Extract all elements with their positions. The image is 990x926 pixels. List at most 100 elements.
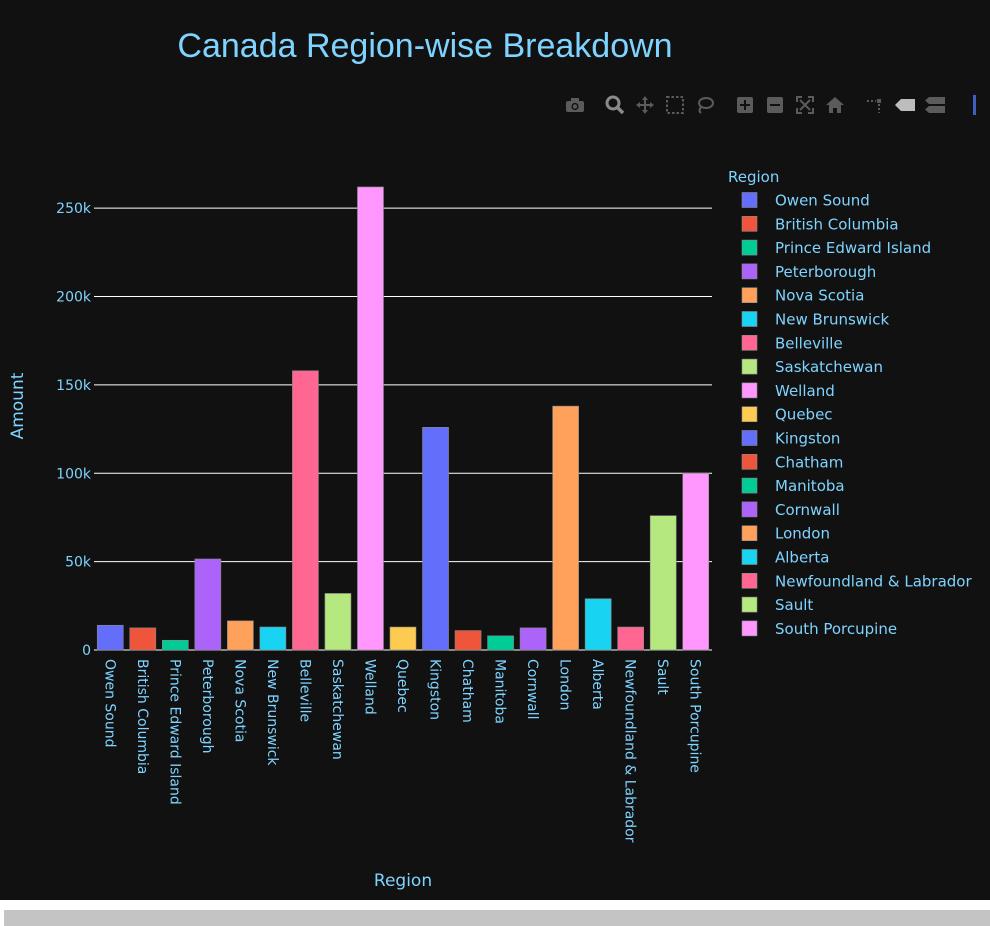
bar[interactable] [227,620,254,651]
legend-item[interactable]: New Brunswick [741,311,889,329]
box-select-icon[interactable] [660,92,690,118]
y-tick-label: 200k [56,290,92,306]
legend-item[interactable]: Cornwall [741,501,840,519]
x-tick-label: London [557,659,573,710]
spike-lines-icon[interactable] [860,92,890,118]
x-tick-label: Sault [654,659,670,695]
x-tick-label: Nova Scotia [231,659,247,742]
legend-item[interactable]: Belleville [741,334,843,352]
plotly-logo-icon[interactable] [960,92,990,118]
y-tick-label: 250k [56,201,92,217]
legend-item[interactable]: South Porcupine [741,620,897,638]
legend-item[interactable]: London [741,525,830,543]
legend-item[interactable]: Saskatchewan [741,358,883,376]
legend-swatch [741,311,758,327]
legend-item[interactable]: Manitoba [741,477,845,495]
x-tick-label: Welland [361,659,377,715]
bar[interactable] [454,630,482,651]
pan-icon[interactable] [630,92,660,118]
legend-item[interactable]: Alberta [741,549,829,567]
x-tick-label: Kingston [427,659,443,720]
autoscale-icon[interactable] [790,92,820,118]
legend-label: New Brunswick [775,311,889,329]
legend-label: Sault [775,596,813,614]
legend-item[interactable]: Newfoundland & Labrador [741,572,972,590]
bar[interactable] [96,624,124,651]
legend-label: Manitoba [775,477,845,495]
bar[interactable] [682,472,710,651]
zoom-out-icon[interactable] [760,92,790,118]
legend-swatch [741,596,758,613]
bar[interactable] [162,639,189,651]
bar[interactable] [194,558,222,651]
bar[interactable] [649,515,677,651]
x-tick-label: Saskatchewan [329,659,345,760]
zoom-icon[interactable] [600,92,630,118]
x-tick-label: Cornwall [524,659,540,720]
bar[interactable] [389,626,417,651]
legend-swatch [741,549,758,565]
legend-label: London [775,525,830,543]
legend-item[interactable]: Chatham [741,453,843,471]
bar[interactable] [552,405,579,651]
bar[interactable] [357,186,384,651]
legend-label: Newfoundland & Labrador [775,572,972,590]
x-tick-label: Owen Sound [101,659,117,748]
x-axis-title: Region [374,871,432,891]
legend-label: South Porcupine [775,620,897,638]
y-tick-label: 100k [56,466,92,482]
legend-item[interactable]: Kingston [741,430,840,448]
x-tick-label: Chatham [459,659,475,723]
legend-item[interactable]: British Columbia [741,215,899,233]
bar[interactable] [584,598,612,651]
legend-label: Owen Sound [775,192,870,210]
legend-swatch [741,572,758,589]
y-tick-label: 150k [56,378,92,394]
legend-item[interactable]: Welland [741,382,835,400]
x-tick-label: Manitoba [492,659,508,724]
bar[interactable] [129,627,157,651]
legend-item[interactable]: Sault [741,596,813,614]
bar[interactable] [259,626,287,651]
legend-item[interactable]: Quebec [741,406,833,424]
legend-label: Prince Edward Island [775,239,931,257]
x-tick-label: Newfoundland & Labrador [622,659,638,843]
legend-swatch [741,334,758,351]
reset-axes-icon[interactable] [820,92,850,118]
legend-label: Quebec [775,406,833,424]
bar[interactable] [487,635,514,651]
x-tick-label: Alberta [589,659,605,710]
legend-item[interactable]: Prince Edward Island [741,239,931,257]
y-axis-title: Amount [8,372,28,439]
bar[interactable] [324,593,352,651]
legend-label: Chatham [775,453,843,471]
legend-label: British Columbia [775,215,899,233]
lasso-select-icon[interactable] [690,92,720,118]
legend-label: Alberta [775,549,829,567]
x-tick-label: British Columbia [134,659,150,774]
legend-swatch [741,263,758,280]
legend-label: Belleville [775,334,843,352]
bar[interactable] [422,427,449,651]
bar[interactable] [292,370,319,651]
bar-chart: Canada Region-wise Breakdown 0 50k 100k 150… [8,27,972,891]
legend-title: Region [728,168,779,186]
hover-compare-icon[interactable] [920,92,950,118]
legend-swatch [741,525,758,542]
x-tick-label: Quebec [394,659,410,713]
x-tick-label: Belleville [296,659,312,722]
legend-swatch [741,287,758,304]
legend-swatch [741,501,758,518]
bar[interactable] [617,626,644,651]
legend-item[interactable]: Nova Scotia [741,287,864,305]
legend-item[interactable]: Owen Sound [741,192,870,210]
bars [96,186,710,651]
zoom-in-icon[interactable] [730,92,760,118]
horizontal-scrollbar[interactable] [4,910,990,926]
legend-swatch [741,239,758,256]
modebar [560,92,990,118]
hover-closest-icon[interactable] [890,92,920,118]
camera-icon[interactable] [560,92,590,118]
bar[interactable] [519,627,547,651]
legend-item[interactable]: Peterborough [741,263,876,281]
